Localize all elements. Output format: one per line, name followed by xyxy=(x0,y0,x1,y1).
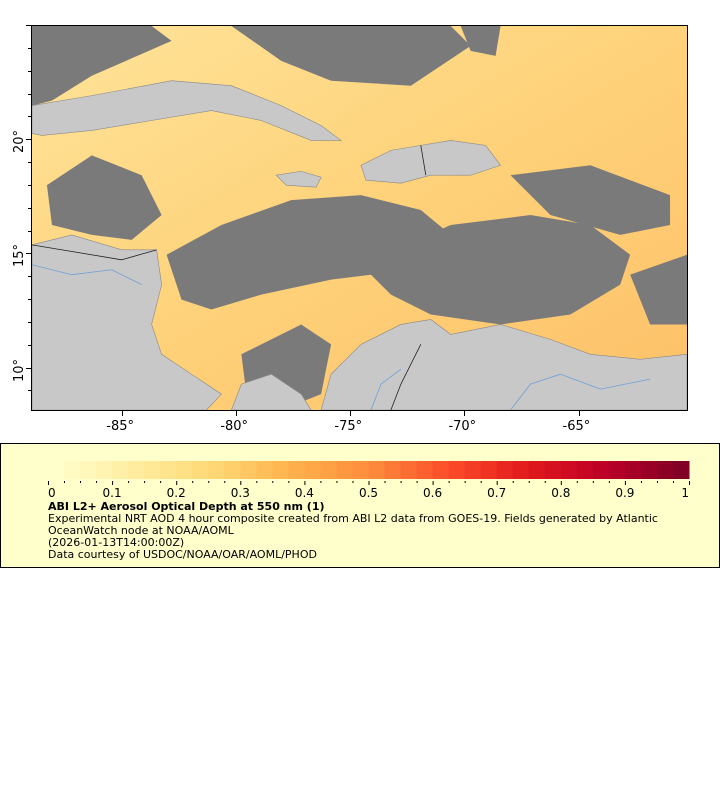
colorbar-swatch xyxy=(96,461,113,479)
y-tick xyxy=(28,162,31,164)
colorbar-tick-label: 0 xyxy=(48,486,56,500)
colorbar-swatch xyxy=(304,461,321,479)
colorbar-swatch xyxy=(624,461,642,479)
legend-timestamp: (2026-01-13T14:00:00Z) xyxy=(48,536,185,549)
colorbar-swatch xyxy=(576,461,594,479)
colorbar-tick-label: 0.2 xyxy=(167,486,186,500)
colorbar-swatch xyxy=(432,461,450,479)
colorbar-swatch xyxy=(384,461,402,479)
colorbar-tick-label: 0.1 xyxy=(103,486,122,500)
colorbar-swatch xyxy=(352,461,369,479)
y-tick xyxy=(28,184,31,186)
y-tick xyxy=(28,93,31,95)
colorbar-tick-label: 0.8 xyxy=(551,486,570,500)
colorbar-tick-label: 1 xyxy=(681,486,689,500)
legend-title: ABI L2+ Aerosol Optical Depth at 550 nm … xyxy=(48,500,325,513)
x-tick xyxy=(350,411,352,416)
y-tick-label: 15° xyxy=(12,244,27,268)
x-tick-label: -70° xyxy=(448,419,477,434)
colorbar-swatch xyxy=(512,461,530,479)
legend-description-2: OceanWatch node at NOAA/AOML xyxy=(48,524,234,537)
x-tick xyxy=(122,411,124,416)
colorbar-tick-label: 0.5 xyxy=(359,486,378,500)
colorbar-swatch xyxy=(464,461,482,479)
colorbar-swatch xyxy=(672,461,690,479)
hispaniola xyxy=(360,140,502,184)
colorbar-swatch xyxy=(496,461,514,479)
central-america xyxy=(32,234,222,410)
y-tick xyxy=(28,70,31,72)
colorbar-swatch xyxy=(608,461,626,479)
colorbar-swatch xyxy=(656,461,674,479)
colorbar-swatch xyxy=(112,461,129,479)
x-tick-label: -75° xyxy=(334,419,363,434)
colorbar-swatch xyxy=(528,461,546,479)
colorbar-tick-label: 0.4 xyxy=(295,486,314,500)
x-tick xyxy=(578,411,580,416)
colorbar-swatch xyxy=(272,461,289,479)
colorbar: 0 0.1 0.2 0.3 0.4 0.5 0.6 0.7 0.8 0.9 1 xyxy=(48,461,690,500)
aod-map xyxy=(31,25,688,411)
y-tick xyxy=(26,25,31,26)
x-tick xyxy=(464,411,466,416)
colorbar-swatch xyxy=(592,461,610,479)
borders xyxy=(32,145,427,410)
land xyxy=(32,80,687,410)
colorbar-swatch xyxy=(208,461,225,479)
y-tick xyxy=(28,390,31,392)
colorbar-swatch xyxy=(240,461,257,479)
colorbar-swatch xyxy=(160,461,177,479)
colorbar-swatch xyxy=(176,461,193,479)
colorbar-swatch xyxy=(64,461,81,479)
y-tick xyxy=(28,116,31,118)
y-tick xyxy=(26,253,31,255)
colorbar-swatch xyxy=(560,461,578,479)
colorbar-swatch xyxy=(224,461,241,479)
x-tick-label: -65° xyxy=(562,419,591,434)
colorbar-swatch xyxy=(544,461,562,479)
colorbar-swatch xyxy=(128,461,145,479)
colorbar-swatch xyxy=(48,461,65,479)
colorbar-swatch xyxy=(448,461,466,479)
y-tick xyxy=(28,344,31,346)
colorbar-swatch xyxy=(256,461,273,479)
colorbar-swatch xyxy=(400,461,418,479)
colorbar-tick-label: 0.3 xyxy=(231,486,250,500)
y-tick xyxy=(26,139,31,141)
colorbar-swatch xyxy=(320,461,337,479)
y-tick xyxy=(28,321,31,323)
colorbar-swatch xyxy=(80,461,97,479)
jamaica xyxy=(275,170,322,188)
y-tick xyxy=(28,207,31,209)
y-tick xyxy=(26,367,31,369)
y-tick-label: 10° xyxy=(12,358,27,382)
colorbar-tick-label: 0.7 xyxy=(487,486,506,500)
y-tick-label: 20° xyxy=(12,130,27,154)
panama-colombia xyxy=(231,373,312,410)
colorbar-tick-label: 0.9 xyxy=(615,486,634,500)
y-tick xyxy=(28,230,31,232)
colorbar-swatch xyxy=(144,461,161,479)
y-tick xyxy=(28,276,31,278)
rivers xyxy=(32,264,651,410)
colorbar-swatch xyxy=(336,461,353,479)
colorbar-tick-label: 0.6 xyxy=(423,486,442,500)
x-tick xyxy=(236,411,238,416)
colorbar-swatch xyxy=(288,461,305,479)
colorbar-swatch xyxy=(640,461,658,479)
colorbar-swatch xyxy=(192,461,209,479)
colorbar-swatch xyxy=(416,461,434,479)
x-tick-label: -85° xyxy=(106,419,134,434)
y-tick xyxy=(28,47,31,49)
colorbar-swatch xyxy=(480,461,498,479)
colorbar-swatch xyxy=(368,461,386,479)
y-tick xyxy=(28,299,31,301)
x-tick-label: -80° xyxy=(220,419,249,434)
legend-panel: 0 0.1 0.2 0.3 0.4 0.5 0.6 0.7 0.8 0.9 1 ABI L2+ Ae… xyxy=(0,443,720,568)
cuba xyxy=(32,80,342,141)
legend-credit: Data courtesy of USDOC/NOAA/OAR/AOML/PHO… xyxy=(48,548,317,561)
legend-description-1: Experimental NRT AOD 4 hour composite cr… xyxy=(48,512,658,525)
